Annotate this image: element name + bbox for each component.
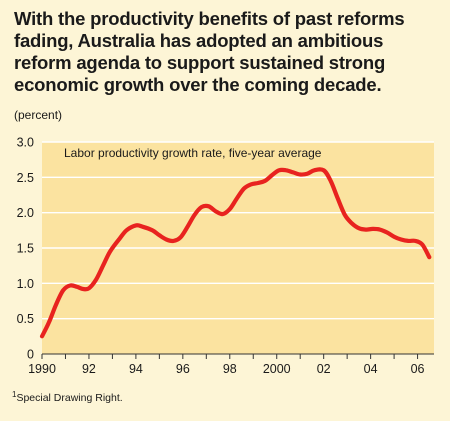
chart-annotation: Labor productivity growth rate, five-yea… xyxy=(64,146,322,160)
y-tick-label: 3.0 xyxy=(17,136,34,150)
unit-label: (percent) xyxy=(14,108,63,122)
x-tick-label: 1990 xyxy=(28,362,56,376)
x-tick-label: 94 xyxy=(129,362,143,376)
footnote-text: Special Drawing Right. xyxy=(16,392,123,404)
y-tick-label: 1.0 xyxy=(17,277,34,291)
y-tick-label: 2.0 xyxy=(17,206,34,220)
x-tick-label: 02 xyxy=(317,362,331,376)
x-tick-label: 06 xyxy=(411,362,425,376)
y-tick-label: 0 xyxy=(27,348,34,362)
series-line xyxy=(39,167,432,339)
x-tick-label: 96 xyxy=(176,362,190,376)
footnote-marker: 1 xyxy=(12,390,17,399)
x-tick-label: 98 xyxy=(223,362,237,376)
y-tick-label: 0.5 xyxy=(17,312,34,326)
x-tick-label: 04 xyxy=(364,362,378,376)
y-tick-label: 1.5 xyxy=(17,242,34,256)
headline: With the productivity benefits of past r… xyxy=(14,8,405,95)
x-tick-label: 92 xyxy=(82,362,96,376)
footnote: 1Special Drawing Right. xyxy=(12,390,123,404)
x-tick-label: 2000 xyxy=(263,362,291,376)
y-tick-label: 2.5 xyxy=(17,171,34,185)
